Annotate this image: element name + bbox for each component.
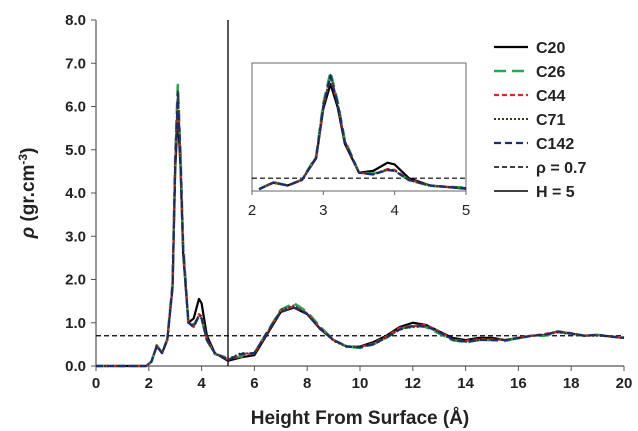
y-tick-label: 8.0 (65, 12, 86, 29)
series-line-c142 (96, 92, 625, 368)
x-tick-label: 20 (616, 375, 633, 392)
x-tick-label: 6 (250, 375, 258, 392)
inset-x-tick-label: 3 (319, 202, 327, 219)
x-axis-title: Height From Surface (Å) (251, 408, 470, 429)
y-tick-label: 6.0 (65, 99, 86, 116)
y-axis-unit-superscript: -3 (16, 154, 30, 165)
x-tick-label: 14 (457, 375, 474, 392)
legend-label: C26 (536, 64, 565, 81)
y-tick-label: 3.0 (65, 228, 86, 245)
x-tick-label: 8 (303, 375, 311, 392)
x-tick-label: 12 (404, 375, 421, 392)
x-tick-label: 18 (563, 375, 580, 392)
legend-label: C142 (536, 136, 574, 153)
inset-x-tick-label: 5 (462, 202, 470, 219)
legend: C20 C26 C44 C71 C142 ρ = 0.7 H = 5 (494, 40, 586, 201)
legend-label: C44 (536, 88, 565, 105)
y-axis-unit: (gr.cm (18, 165, 39, 227)
y-tick-label: 5.0 (65, 142, 86, 159)
y-tick-label: 1.0 (65, 315, 86, 332)
legend-label: H = 5 (536, 184, 575, 201)
x-tick-label: 10 (352, 375, 369, 392)
y-tick-label: 7.0 (65, 55, 86, 72)
x-tick-label: 2 (145, 375, 153, 392)
y-axis-symbol: ρ (18, 227, 39, 240)
inset-plot-area: 2 3 4 5 (248, 62, 470, 219)
y-tick-label: 2.0 (65, 272, 86, 289)
y-axis-title: ρ (gr.cm-3) (16, 148, 39, 240)
inset-series-line-c142 (258, 74, 467, 191)
legend-label: ρ = 0.7 (536, 160, 586, 177)
legend-label: C20 (536, 40, 565, 57)
x-tick-label: 4 (197, 375, 206, 392)
x-tick-label: 16 (510, 375, 527, 392)
y-axis-unit-close: ) (18, 148, 39, 154)
inset-x-tick-label: 2 (248, 202, 256, 219)
x-tick-label: 0 (92, 375, 100, 392)
inset-x-tick-label: 4 (390, 202, 398, 219)
y-tick-label: 4.0 (65, 185, 86, 202)
legend-label: C71 (536, 112, 565, 129)
y-tick-label: 0.0 (65, 358, 86, 375)
main-plot-area: 0.0 1.0 2.0 3.0 4.0 5.0 6.0 7.0 8.0 0 2 4 6 8 10 12 14 16… (65, 12, 632, 392)
